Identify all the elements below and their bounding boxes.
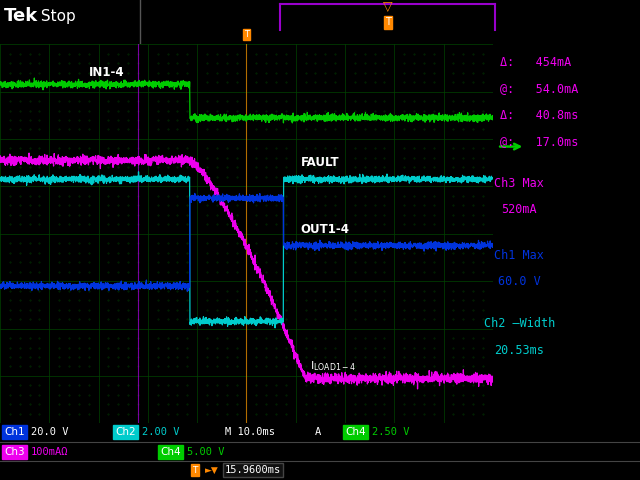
- Text: T: T: [192, 466, 198, 475]
- Text: Ch3: Ch3: [4, 447, 24, 457]
- Text: 2.00 V: 2.00 V: [142, 427, 179, 437]
- Text: $\mathrm{I_{LOAD1-4}}$: $\mathrm{I_{LOAD1-4}}$: [310, 360, 356, 373]
- Text: Ch4: Ch4: [345, 427, 365, 437]
- Text: 20.53ms: 20.53ms: [494, 344, 544, 357]
- Text: A: A: [315, 427, 321, 437]
- Text: @:   17.0ms: @: 17.0ms: [500, 135, 579, 148]
- Text: @:   54.0mA: @: 54.0mA: [500, 82, 579, 95]
- Text: ▽: ▽: [383, 0, 393, 13]
- Text: 5.00 V: 5.00 V: [187, 447, 225, 457]
- Text: Ch4: Ch4: [160, 447, 180, 457]
- Text: Δ:   40.8ms: Δ: 40.8ms: [500, 108, 579, 121]
- Text: M 10.0ms: M 10.0ms: [225, 427, 275, 437]
- Text: 100mAΩ: 100mAΩ: [31, 447, 68, 457]
- Text: 20.0 V: 20.0 V: [31, 427, 68, 437]
- Text: 15.9600ms: 15.9600ms: [225, 465, 281, 475]
- Text: OUT1-4: OUT1-4: [301, 223, 349, 236]
- Text: 520mA: 520mA: [502, 204, 537, 216]
- Text: 2.50 V: 2.50 V: [372, 427, 410, 437]
- Text: Tek: Tek: [4, 7, 38, 25]
- Text: T: T: [385, 17, 391, 27]
- Text: FAULT: FAULT: [301, 156, 339, 169]
- Text: Ch1: Ch1: [4, 427, 24, 437]
- Text: ►▼: ►▼: [205, 466, 219, 475]
- Text: T: T: [244, 30, 249, 39]
- Text: Ch2 –Width: Ch2 –Width: [484, 317, 555, 330]
- Text: Ch1 Max: Ch1 Max: [494, 249, 544, 262]
- Text: Ch3 Max: Ch3 Max: [494, 177, 544, 190]
- Text: IN1-4: IN1-4: [89, 66, 124, 79]
- Text: 60.0 V: 60.0 V: [498, 276, 541, 288]
- Text: Stop: Stop: [36, 9, 76, 24]
- Text: Δ:   454mA: Δ: 454mA: [500, 56, 572, 69]
- Text: Ch2: Ch2: [115, 427, 136, 437]
